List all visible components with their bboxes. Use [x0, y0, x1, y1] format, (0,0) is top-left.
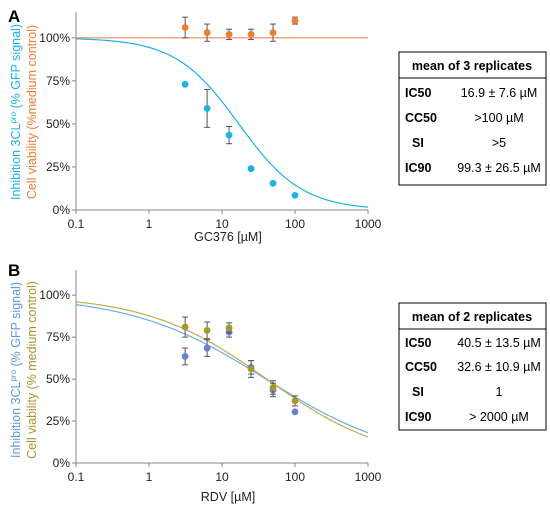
stats-table-b: mean of 2 replicates IC50 40.5 ± 13.5 µM… [398, 302, 547, 431]
svg-text:Inhibition 3CLpro (% GFP signa: Inhibition 3CLpro (% GFP signal) [9, 282, 23, 458]
table-key: IC90 [405, 161, 431, 175]
data-point [203, 105, 211, 112]
table-key: IC50 [405, 336, 431, 350]
x-tick-label: 1 [146, 217, 153, 231]
data-point [181, 323, 189, 331]
table-value: 32.6 ± 10.9 µM [457, 360, 541, 374]
y-tick-label: 25% [46, 414, 70, 428]
x-tick-label: 0.1 [68, 470, 85, 484]
y-axis-title-inhibition-b: Inhibition 3CLpro (% GFP signal) [9, 282, 23, 458]
y-axis-title-inhibition-tail: (% GFP signal) [9, 282, 23, 370]
y-axis-title-inhibition-text: Inhibition 3CL [9, 124, 23, 200]
data-point [269, 29, 277, 37]
data-point [269, 179, 277, 187]
y-axis-title-inhibition-tail: (% GFP signal) [9, 24, 23, 112]
data-point [291, 191, 299, 199]
y-tick-label: 75% [46, 74, 70, 88]
svg-text:Cell viability (%medium contr: Cell viability (%medium control) [25, 25, 39, 199]
data-point [225, 324, 233, 332]
stats-table-a: mean of 3 replicates IC50 16.9 ± 7.6 µM … [398, 51, 547, 186]
data-point [247, 365, 255, 373]
data-point [291, 17, 299, 25]
table-key: CC50 [405, 111, 437, 125]
panel-label-b: B [8, 261, 20, 280]
x-tick-label: 100 [285, 470, 305, 484]
data-point [203, 327, 211, 334]
y-tick-label: 50% [46, 372, 70, 386]
y-axis-title-viability-b: Cell viability (% medium control) [25, 281, 39, 459]
x-tick-label: 1000 [355, 217, 382, 231]
x-tick-label: 100 [285, 217, 305, 231]
data-point [203, 29, 211, 37]
table-key: CC50 [405, 360, 437, 374]
table-title-a: mean of 3 replicates [412, 59, 532, 73]
table-title-b: mean of 2 replicates [412, 310, 532, 324]
table-key: SI [412, 136, 424, 150]
fit-curve [75, 38, 369, 208]
svg-text:Cell viability (% medium cont: Cell viability (% medium control) [25, 281, 39, 459]
table-value: >100 µM [474, 111, 523, 125]
svg-text:Inhibition 3CLpro (% GFP signa: Inhibition 3CLpro (% GFP signal) [9, 24, 23, 200]
fit-curve [75, 301, 369, 438]
y-axis-title-viability-a: Cell viability (%medium control) [25, 25, 39, 199]
plot-area-b: 0% 25% 50% 75% 100% 0.1 1 10 100 1000 [39, 270, 382, 484]
y-tick-label: 0% [53, 203, 71, 217]
y-tick-label: 0% [53, 456, 71, 470]
x-tick-label: 0.1 [68, 217, 85, 231]
x-axis-title-b: RDV [µM] [201, 490, 255, 504]
table-value: 40.5 ± 13.5 µM [457, 336, 541, 350]
data-point [247, 30, 255, 38]
table-value: 16.9 ± 7.6 µM [461, 86, 538, 100]
table-value: >5 [492, 136, 506, 150]
y-axis-title-sup: pro [9, 369, 18, 381]
x-axis-title-a: GC376 [µM] [194, 230, 262, 244]
data-point [181, 24, 189, 31]
panel-b: B Inhibition 3CLpro (% GFP signal) Cell … [8, 261, 547, 504]
data-point [269, 384, 277, 391]
data-point [225, 30, 233, 38]
table-key: IC90 [405, 410, 431, 424]
data-point [203, 344, 211, 352]
panel-a: A Inhibition 3CLpro (% GFP signal) Cell … [8, 7, 547, 244]
x-tick-label: 1000 [355, 470, 382, 484]
table-key: SI [412, 385, 424, 399]
table-value: 99.3 ± 26.5 µM [457, 161, 541, 175]
x-tick-label: 1 [146, 470, 153, 484]
y-tick-label: 50% [46, 117, 70, 131]
y-axis-title-inhibition-text: Inhibition 3CL [9, 382, 23, 458]
data-point [225, 131, 233, 139]
y-tick-label: 100% [39, 288, 70, 302]
y-tick-label: 25% [46, 160, 70, 174]
table-value: > 2000 µM [469, 410, 529, 424]
table-value: 1 [496, 385, 503, 399]
panel-label-a: A [8, 7, 20, 26]
x-tick-label: 10 [215, 470, 229, 484]
table-key: IC50 [405, 86, 431, 100]
plot-area-a: 0% 25% 50% 75% 100% 0.1 1 10 100 1000 [39, 12, 382, 231]
y-axis-title-inhibition-a: Inhibition 3CLpro (% GFP signal) [9, 24, 23, 200]
data-point [181, 353, 189, 360]
data-point [291, 408, 299, 416]
y-tick-label: 75% [46, 330, 70, 344]
data-point [247, 165, 255, 173]
y-axis-title-sup: pro [9, 111, 18, 123]
fit-curve [75, 304, 369, 434]
data-point [291, 397, 299, 405]
data-point [181, 80, 189, 88]
x-tick-label: 10 [215, 217, 229, 231]
y-tick-label: 100% [39, 31, 70, 45]
